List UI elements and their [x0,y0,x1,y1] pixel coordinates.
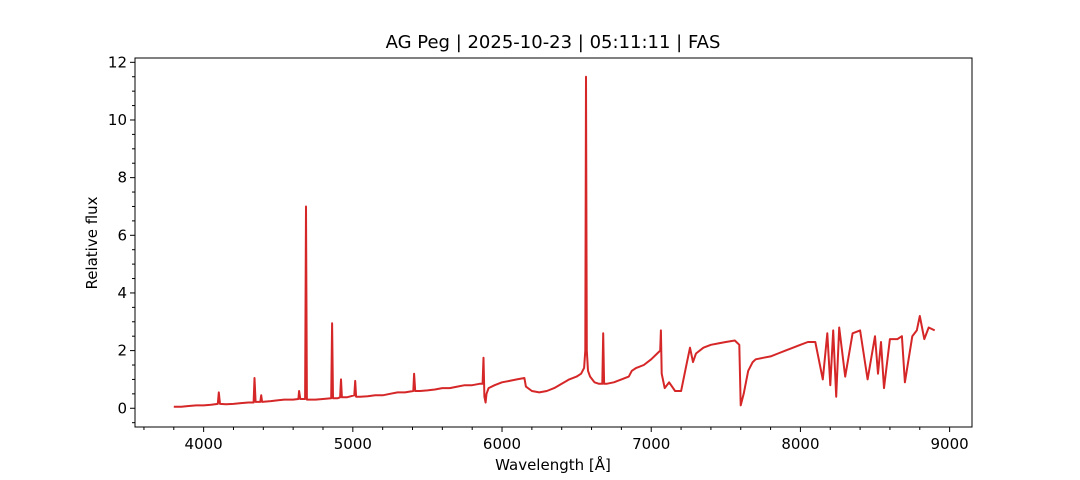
y-tick-label: 2 [117,342,127,360]
y-tick-label: 6 [117,226,127,244]
y-axis-label: Relative flux [83,196,101,289]
y-tick-label: 4 [117,284,127,302]
chart-title: AG Peg | 2025-10-23 | 05:11:11 | FAS [386,32,721,53]
x-tick-label: 5000 [334,435,372,453]
y-tick-label: 10 [108,111,127,129]
x-axis-label: Wavelength [Å] [495,455,611,474]
x-tick-label: 4000 [185,435,223,453]
axis-ticks: 4000 5000 6000 7000 8000 9000 0 2 4 6 8 10 12 [108,53,969,453]
x-tick-label: 8000 [781,435,819,453]
x-tick-label: 6000 [483,435,521,453]
y-tick-label: 8 [117,169,127,187]
plot-area [173,75,936,408]
x-tick-label: 7000 [632,435,670,453]
y-tick-label: 0 [117,399,127,417]
spectrum-line [173,75,936,408]
x-tick-label: 9000 [931,435,969,453]
plot-frame [134,57,973,428]
y-tick-label: 12 [108,53,127,71]
